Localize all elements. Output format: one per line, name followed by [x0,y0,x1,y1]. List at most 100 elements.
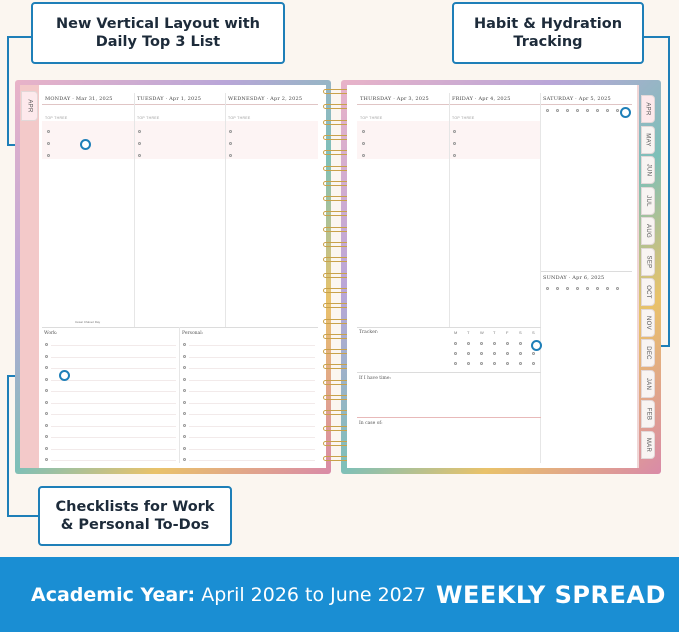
checkbox[interactable] [45,458,48,461]
day-header-tuesday: TUESDAY · Apr 1, 2025 [137,96,202,102]
row-line [189,368,315,369]
personal-label: Personal: [182,331,204,336]
checkbox[interactable] [47,154,50,157]
tracker-day-letter: T [467,330,470,335]
month-tab-jan[interactable]: JAN [641,369,655,398]
checkbox[interactable] [229,154,232,157]
checkbox[interactable] [47,142,50,145]
checkbox[interactable] [229,130,232,133]
checkbox[interactable] [183,377,186,381]
tracker-checkbox[interactable] [493,342,496,345]
checkbox[interactable] [47,130,50,133]
checkbox[interactable] [183,435,186,438]
checkbox[interactable] [362,142,365,145]
water-drop-icon[interactable] [576,287,579,290]
tracker-checkbox[interactable] [467,342,470,345]
checkbox[interactable] [45,446,48,450]
tracker-checkbox[interactable] [519,342,522,345]
month-tab-mar[interactable]: MAR [641,430,655,459]
tracker-checkbox[interactable] [506,362,509,365]
checkbox[interactable] [183,458,186,461]
checkbox[interactable] [362,130,365,133]
month-tab-jul[interactable]: JUL [641,186,655,215]
tracker-day-letter: T [493,330,496,335]
tracker-checkbox[interactable] [506,352,509,355]
tracker-day-letter: S [532,330,535,335]
tracker-checkbox[interactable] [480,342,483,345]
tracker-checkbox[interactable] [467,362,470,365]
checkbox[interactable] [45,412,48,415]
month-tab-apr[interactable]: APR [641,95,655,123]
checkbox[interactable] [45,400,48,404]
water-drop-icon[interactable] [566,109,569,112]
checkbox[interactable] [45,389,48,392]
tracker-checkbox[interactable] [454,362,457,365]
water-drop-icon[interactable] [596,109,599,112]
month-tab-may[interactable]: MAY [641,125,655,154]
month-tab-sep[interactable]: SEP [641,247,655,276]
water-drop-icon[interactable] [586,287,589,290]
tracker-checkbox[interactable] [467,352,470,355]
water-drop-icon[interactable] [546,109,549,112]
water-drop-icon[interactable] [556,109,559,112]
tracker-checkbox[interactable] [506,342,509,345]
month-tab-jun[interactable]: JUN [641,156,655,184]
month-tab-label: JAN [645,377,651,390]
month-tab-nov[interactable]: NOV [641,308,655,337]
water-drop-icon[interactable] [616,109,619,112]
checkbox[interactable] [183,446,186,450]
checkbox[interactable] [183,343,186,346]
checkbox[interactable] [138,142,141,145]
checkbox[interactable] [45,423,48,427]
checkbox[interactable] [183,423,186,427]
checkbox[interactable] [45,343,48,346]
checkbox[interactable] [45,354,48,358]
tracker-checkbox[interactable] [519,352,522,355]
month-tab-aug[interactable]: AUG [641,217,655,245]
left-month-tab[interactable]: APR [21,91,38,121]
tracker-checkbox[interactable] [480,352,483,355]
checkbox[interactable] [453,142,456,145]
tracker-checkbox[interactable] [532,362,535,365]
planner-right-page: THURSDAY · Apr 3, 2025 FRIDAY · Apr 4, 2… [347,85,639,468]
water-drop-icon[interactable] [556,287,559,290]
column-divider [134,93,135,327]
month-tab-dec[interactable]: DEC [641,339,655,367]
checkbox[interactable] [229,142,232,145]
checkbox[interactable] [453,154,456,157]
callout-checklists: Checklists for Work & Personal To-Dos [38,486,232,546]
checkbox[interactable] [138,130,141,133]
checkbox[interactable] [183,412,186,415]
checkbox[interactable] [183,366,186,369]
checkbox[interactable] [453,130,456,133]
water-drop-icon[interactable] [586,109,589,112]
tracker-checkbox[interactable] [493,352,496,355]
tracker-checkbox[interactable] [493,362,496,365]
callout-dot [620,107,631,118]
tracker-checkbox[interactable] [454,342,457,345]
checkbox[interactable] [45,377,48,381]
checkbox[interactable] [183,354,186,358]
checkbox[interactable] [45,366,48,369]
checkbox[interactable] [183,400,186,404]
tracker-checkbox[interactable] [532,352,535,355]
water-drop-icon[interactable] [616,287,619,290]
month-tab-label: JUN [645,163,652,177]
water-drop-icon[interactable] [566,287,569,290]
month-tab-feb[interactable]: FEB [641,400,655,428]
water-drop-icon[interactable] [596,287,599,290]
water-drop-icon[interactable] [576,109,579,112]
checkbox[interactable] [138,154,141,157]
checkbox[interactable] [45,435,48,438]
tracker-checkbox[interactable] [480,362,483,365]
tracker-checkbox[interactable] [519,362,522,365]
work-label: Work: [44,331,58,336]
water-drop-icon[interactable] [606,287,609,290]
month-tab-oct[interactable]: OCT [641,278,655,306]
water-drop-icon[interactable] [606,109,609,112]
checkbox[interactable] [362,154,365,157]
water-drop-icon[interactable] [546,287,549,290]
checkbox[interactable] [183,389,186,392]
row-line [189,448,315,450]
tracker-checkbox[interactable] [454,352,457,355]
